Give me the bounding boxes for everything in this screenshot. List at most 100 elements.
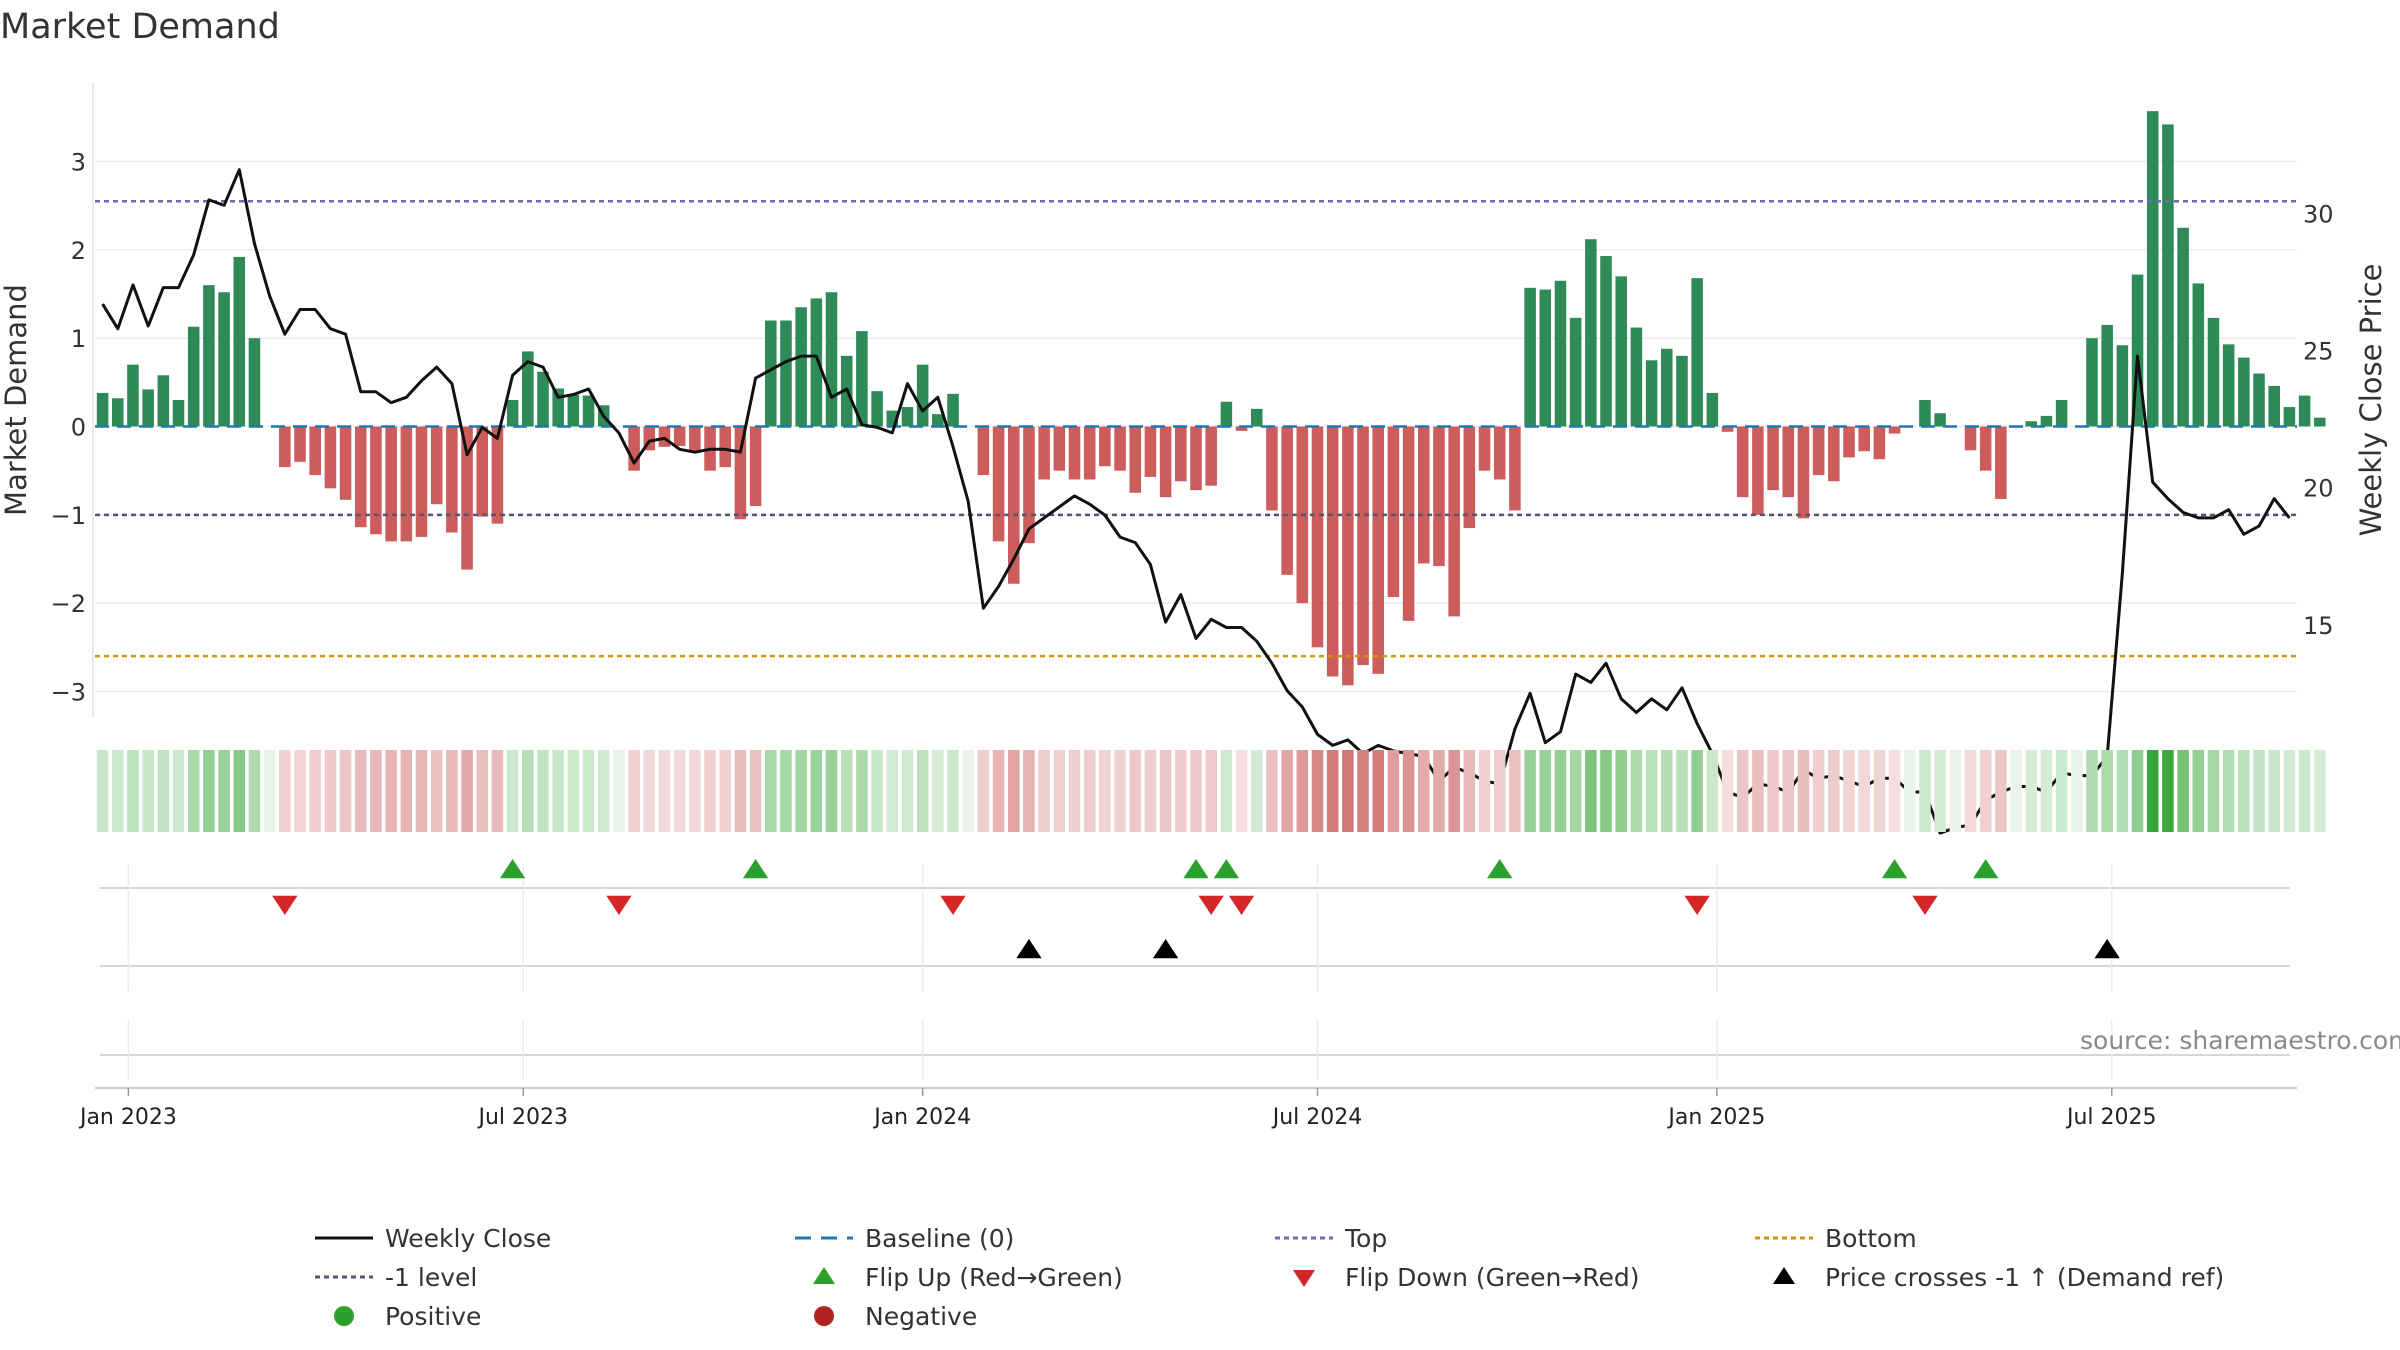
legend-swatch-circle [814, 1306, 834, 1326]
heat-strip-cell [233, 750, 246, 832]
negative-demand-bar [1828, 426, 1840, 482]
price-cross-marker [1016, 939, 1042, 959]
positive-demand-bar [233, 256, 246, 427]
heat-strip-cell [1281, 750, 1293, 832]
legend-swatch-triangle-up [813, 1267, 835, 1284]
heat-strip-cell [324, 750, 337, 832]
negative-demand-bar [1463, 426, 1476, 529]
positive-demand-bar [1554, 280, 1567, 427]
event-markers [100, 859, 2290, 1080]
negative-demand-bar [1402, 426, 1415, 621]
heat-strip-cell [2268, 750, 2280, 832]
heat-strip-cell [1220, 750, 1233, 832]
negative-demand-bar [385, 426, 397, 542]
date-tick-label: Jan 2024 [872, 1105, 971, 1130]
heat-strip-cell [901, 750, 914, 832]
heat-strip-cell [886, 750, 899, 832]
negative-demand-bar [491, 426, 504, 524]
legend-label: Baseline (0) [865, 1224, 1014, 1253]
heat-strip-cell [1828, 750, 1840, 832]
positive-demand-bar [2116, 345, 2129, 427]
heat-strip-cell [810, 750, 823, 832]
negative-demand-bar [1342, 426, 1354, 686]
negative-demand-bar [1888, 426, 1901, 434]
left-tick-label: 0 [71, 414, 86, 442]
negative-demand-bar [1979, 426, 1992, 471]
negative-demand-bar [1418, 426, 1430, 564]
legend-item: Top [1275, 1224, 1387, 1253]
legend-item: Baseline (0) [795, 1224, 1014, 1253]
heat-strip-cell [491, 750, 504, 832]
heat-strip-cell [1645, 750, 1658, 832]
flip-down-marker [1912, 895, 1938, 915]
heat-strip-cell [1873, 750, 1886, 832]
positive-demand-bar [157, 375, 170, 427]
heat-strip-cell [1934, 750, 1946, 832]
positive-demand-bar [947, 393, 959, 427]
positive-demand-bar [203, 285, 215, 427]
positive-demand-bar [2177, 227, 2189, 427]
negative-demand-bar [628, 426, 640, 471]
heat-strip-cell [1190, 750, 1202, 832]
heat-strip-cell [1524, 750, 1536, 832]
flip-down-marker [1228, 895, 1255, 915]
positive-demand-bar [2238, 357, 2250, 427]
negative-demand-bar [1509, 426, 1521, 511]
left-axis-label: Market Demand [0, 284, 33, 516]
positive-demand-bar [932, 414, 944, 427]
positive-demand-bar [522, 351, 534, 427]
reference-lines [95, 200, 2297, 658]
heat-strip-cell [279, 750, 291, 832]
date-tick-label: Jan 2025 [1666, 1105, 1765, 1130]
legend-label: Bottom [1825, 1224, 1917, 1253]
heat-strip-cell [2040, 750, 2053, 832]
heat-strip-cell [704, 750, 716, 832]
heat-strip-cell [2222, 750, 2235, 832]
negative-demand-bar [1266, 426, 1278, 511]
legend-item: -1 level [315, 1263, 477, 1292]
negative-demand-bar [1752, 426, 1764, 515]
negative-demand-bar [992, 426, 1005, 542]
heat-strip-cell [1175, 750, 1187, 832]
heat-strip-cell [309, 750, 321, 832]
positive-demand-bar [1919, 400, 1931, 427]
heat-strip-cell [765, 750, 777, 832]
heat-strip-cell [1995, 750, 2007, 832]
positive-demand-bar [765, 320, 777, 427]
heat-strip-cell [1266, 750, 1278, 832]
heat-strip-cell [127, 750, 139, 832]
negative-demand-bar [1843, 426, 1855, 458]
negative-demand-bar [1190, 426, 1202, 491]
positive-demand-bar [127, 364, 139, 427]
legend-item: Price crosses -1 ↑ (Demand ref) [1773, 1263, 2224, 1292]
heat-strip-cell [248, 750, 261, 832]
negative-demand-bar [673, 426, 686, 446]
positive-demand-bar [1569, 317, 1582, 427]
heat-strip-cell [1569, 750, 1582, 832]
legend-item: Flip Up (Red→Green) [813, 1263, 1123, 1292]
date-tick-label: Jan 2023 [78, 1105, 177, 1130]
heat-strip-cell [871, 750, 883, 832]
negative-demand-bar [1995, 426, 2007, 499]
heat-strip-cell [1843, 750, 1855, 832]
positive-demand-bar [1600, 256, 1612, 427]
heat-strip-cell [415, 750, 428, 832]
heat-strip-cell [370, 750, 382, 832]
price-cross-marker [2094, 939, 2120, 959]
negative-demand-bar [1372, 426, 1384, 674]
positive-demand-bar [1661, 348, 1673, 427]
positive-demand-bar [1934, 413, 1946, 427]
heat-strip-cell [780, 750, 792, 832]
negative-demand-bar [1858, 426, 1870, 452]
positive-demand-bar [2253, 373, 2265, 427]
positive-demand-bar [172, 400, 185, 427]
positive-demand-bar [187, 326, 200, 427]
positive-demand-bar [2192, 283, 2205, 427]
left-axis: 3 2 1 0 −1 −2 −3 [51, 149, 86, 707]
heat-strip-cell [1812, 750, 1825, 832]
negative-demand-bar [1144, 426, 1157, 477]
heat-strip-cell [1448, 750, 1460, 832]
negative-demand-bar [1007, 426, 1020, 584]
heat-strip-cell [2010, 750, 2022, 832]
positive-demand-bar [2298, 395, 2311, 427]
